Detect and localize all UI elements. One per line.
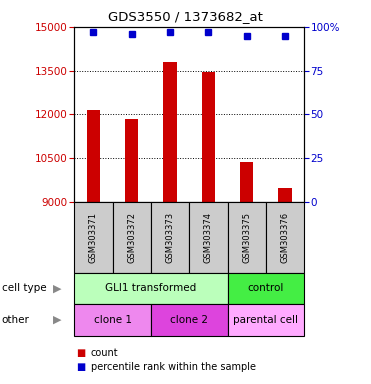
Text: ▶: ▶ (53, 315, 62, 325)
Text: GSM303372: GSM303372 (127, 212, 136, 263)
Text: parental cell: parental cell (233, 315, 298, 325)
Text: ■: ■ (76, 362, 85, 372)
Bar (163, 62, 177, 202)
Bar (125, 119, 138, 202)
Text: count: count (91, 348, 118, 358)
Bar (240, 162, 253, 202)
Text: GLI1 transformed: GLI1 transformed (105, 283, 197, 293)
Text: cell type: cell type (2, 283, 46, 293)
Text: GSM303376: GSM303376 (280, 212, 289, 263)
Text: ■: ■ (76, 348, 85, 358)
Text: GDS3550 / 1373682_at: GDS3550 / 1373682_at (108, 10, 263, 23)
Text: other: other (2, 315, 30, 325)
Bar (87, 110, 100, 202)
Text: clone 1: clone 1 (93, 315, 132, 325)
Bar (202, 72, 215, 202)
Bar (278, 189, 292, 202)
Text: ▶: ▶ (53, 283, 62, 293)
Text: control: control (248, 283, 284, 293)
Text: GSM303373: GSM303373 (165, 212, 174, 263)
Text: GSM303374: GSM303374 (204, 212, 213, 263)
Text: clone 2: clone 2 (170, 315, 208, 325)
Text: GSM303375: GSM303375 (242, 212, 251, 263)
Text: percentile rank within the sample: percentile rank within the sample (91, 362, 256, 372)
Text: GSM303371: GSM303371 (89, 212, 98, 263)
